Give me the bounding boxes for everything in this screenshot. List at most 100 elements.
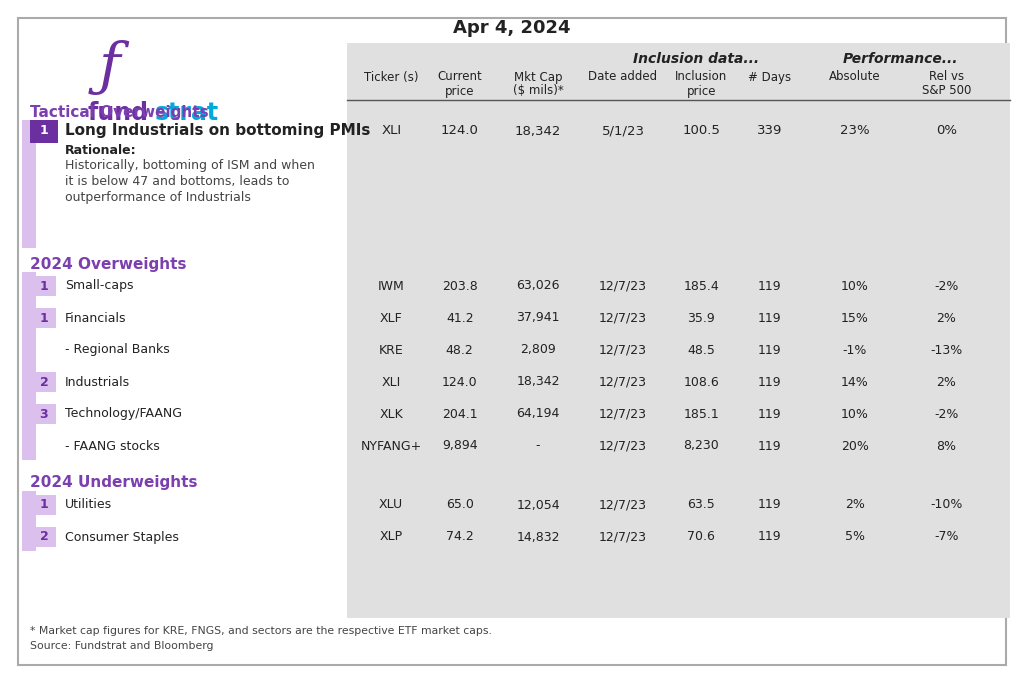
Text: 339: 339 [757, 124, 782, 137]
Text: 12,054: 12,054 [516, 499, 560, 512]
Text: 0%: 0% [936, 124, 956, 137]
Text: -1%: -1% [843, 344, 867, 357]
Text: 12/7/23: 12/7/23 [599, 408, 647, 421]
Text: 63,026: 63,026 [516, 279, 560, 292]
Text: 9,894: 9,894 [442, 439, 477, 453]
Text: 15%: 15% [841, 311, 868, 324]
Text: -10%: -10% [930, 499, 963, 512]
Text: Current: Current [437, 70, 482, 83]
Text: Long Industrials on bottoming PMIs: Long Industrials on bottoming PMIs [65, 124, 371, 139]
Text: 124.0: 124.0 [442, 376, 477, 389]
Text: 12/7/23: 12/7/23 [599, 499, 647, 512]
Bar [22, 120, 36, 248]
Text: 1: 1 [40, 311, 48, 324]
Text: 18,342: 18,342 [515, 124, 561, 137]
Text: 1: 1 [40, 499, 48, 512]
Text: price: price [687, 85, 716, 98]
Text: 8%: 8% [936, 439, 956, 453]
Text: 2: 2 [40, 531, 48, 544]
Text: ƒ: ƒ [99, 40, 121, 96]
Text: 2024 Overweights: 2024 Overweights [30, 257, 186, 273]
Text: 37,941: 37,941 [516, 311, 560, 324]
Text: IWM: IWM [378, 279, 404, 292]
Text: - FAANG stocks: - FAANG stocks [65, 439, 160, 453]
Text: XLU: XLU [379, 499, 403, 512]
Text: Technology/FAANG: Technology/FAANG [65, 408, 182, 421]
Text: Industrials: Industrials [65, 376, 130, 389]
Text: 41.2: 41.2 [445, 311, 473, 324]
Text: it is below 47 and bottoms, leads to: it is below 47 and bottoms, leads to [65, 176, 290, 189]
Text: 185.4: 185.4 [683, 279, 719, 292]
Text: XLF: XLF [380, 311, 402, 324]
Text: 1: 1 [40, 279, 48, 292]
Text: 119: 119 [758, 499, 781, 512]
Text: -2%: -2% [934, 279, 958, 292]
Text: 48.5: 48.5 [687, 344, 716, 357]
Text: S&P 500: S&P 500 [922, 85, 971, 98]
Bar [32, 372, 56, 392]
Text: 5%: 5% [845, 531, 865, 544]
Text: 70.6: 70.6 [687, 531, 716, 544]
Bar [30, 120, 58, 143]
Bar [22, 272, 36, 460]
Text: 12/7/23: 12/7/23 [599, 279, 647, 292]
Text: XLP: XLP [380, 531, 402, 544]
Text: Performance...: Performance... [843, 52, 958, 66]
Text: # Days: # Days [749, 70, 792, 83]
Text: 119: 119 [758, 439, 781, 453]
Text: Source: Fundstrat and Bloomberg: Source: Fundstrat and Bloomberg [30, 641, 213, 651]
Text: XLI: XLI [382, 376, 400, 389]
Text: 14,832: 14,832 [516, 531, 560, 544]
Text: 20%: 20% [841, 439, 868, 453]
Text: Date added: Date added [589, 70, 657, 83]
Text: 100.5: 100.5 [682, 124, 720, 137]
Text: 64,194: 64,194 [516, 408, 560, 421]
Bar [22, 491, 36, 551]
Text: 12/7/23: 12/7/23 [599, 531, 647, 544]
Bar [32, 276, 56, 296]
Text: 124.0: 124.0 [440, 124, 478, 137]
Text: KRE: KRE [379, 344, 403, 357]
Bar [32, 495, 56, 515]
Text: 119: 119 [758, 279, 781, 292]
Text: 18,342: 18,342 [516, 376, 560, 389]
Text: - Regional Banks: - Regional Banks [65, 344, 170, 357]
Text: -2%: -2% [934, 408, 958, 421]
Text: 2024 Underweights: 2024 Underweights [30, 475, 198, 490]
Text: 12/7/23: 12/7/23 [599, 344, 647, 357]
Text: 10%: 10% [841, 408, 868, 421]
Text: * Market cap figures for KRE, FNGS, and sectors are the respective ETF market ca: * Market cap figures for KRE, FNGS, and … [30, 626, 492, 636]
Text: 185.1: 185.1 [683, 408, 719, 421]
Text: 108.6: 108.6 [683, 376, 719, 389]
Bar [32, 308, 56, 328]
Text: 3: 3 [40, 408, 48, 421]
Text: 2: 2 [40, 376, 48, 389]
Text: NYFANG+: NYFANG+ [360, 439, 422, 453]
Text: Tactical Overweights: Tactical Overweights [30, 104, 209, 120]
Text: 35.9: 35.9 [687, 311, 715, 324]
Text: 12/7/23: 12/7/23 [599, 311, 647, 324]
Bar [32, 527, 56, 547]
Text: Small-caps: Small-caps [65, 279, 133, 292]
Text: 204.1: 204.1 [442, 408, 477, 421]
Text: -7%: -7% [934, 531, 958, 544]
Text: Rel vs: Rel vs [929, 70, 964, 83]
Text: XLI: XLI [381, 124, 401, 137]
Text: 2%: 2% [936, 376, 956, 389]
Text: 63.5: 63.5 [687, 499, 715, 512]
Text: 14%: 14% [841, 376, 868, 389]
Text: 10%: 10% [841, 279, 868, 292]
Text: 119: 119 [758, 531, 781, 544]
Text: Inclusion: Inclusion [675, 70, 727, 83]
Text: 12/7/23: 12/7/23 [599, 439, 647, 453]
Text: 1: 1 [40, 124, 48, 137]
Text: 12/7/23: 12/7/23 [599, 376, 647, 389]
Text: ($ mils)*: ($ mils)* [513, 85, 563, 98]
Text: 2%: 2% [936, 311, 956, 324]
Text: 8,230: 8,230 [683, 439, 719, 453]
Text: 119: 119 [758, 408, 781, 421]
Bar [32, 404, 56, 424]
Text: 203.8: 203.8 [442, 279, 477, 292]
Text: 119: 119 [758, 344, 781, 357]
Text: Rationale:: Rationale: [65, 143, 136, 156]
